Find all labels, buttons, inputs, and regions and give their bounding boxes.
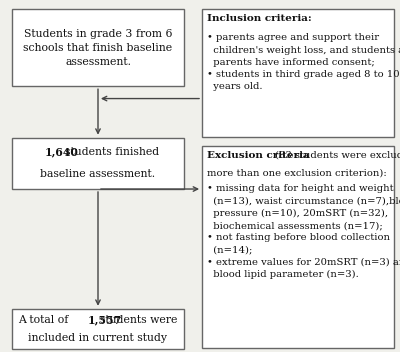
Text: more than one exclusion criterion):: more than one exclusion criterion):: [207, 168, 386, 177]
Text: included in current study: included in current study: [28, 333, 168, 343]
Text: A total of         students were: A total of students were: [18, 315, 178, 325]
Text: students finished: students finished: [37, 147, 159, 157]
Text: 1,640: 1,640: [44, 146, 78, 158]
FancyBboxPatch shape: [12, 309, 184, 349]
FancyBboxPatch shape: [12, 138, 184, 189]
FancyBboxPatch shape: [202, 9, 394, 137]
Text: • missing data for height and weight
  (n=13), waist circumstance (n=7),blood
  : • missing data for height and weight (n=…: [207, 184, 400, 279]
Text: Students in grade 3 from 6
schools that finish baseline
assessment.: Students in grade 3 from 6 schools that …: [24, 29, 172, 67]
FancyBboxPatch shape: [12, 9, 184, 86]
FancyBboxPatch shape: [202, 146, 394, 348]
Text: 1,557: 1,557: [88, 315, 122, 326]
Text: baseline assessment.: baseline assessment.: [40, 169, 156, 179]
Text: • parents agree and support their
  children's weight loss, and students and
  p: • parents agree and support their childr…: [207, 33, 400, 91]
Text: Exclusion criteria: Exclusion criteria: [207, 151, 309, 161]
Text: (83 students were excluded in total and a case may meet: (83 students were excluded in total and …: [272, 151, 400, 161]
Text: Inclusion criteria:: Inclusion criteria:: [207, 14, 312, 23]
